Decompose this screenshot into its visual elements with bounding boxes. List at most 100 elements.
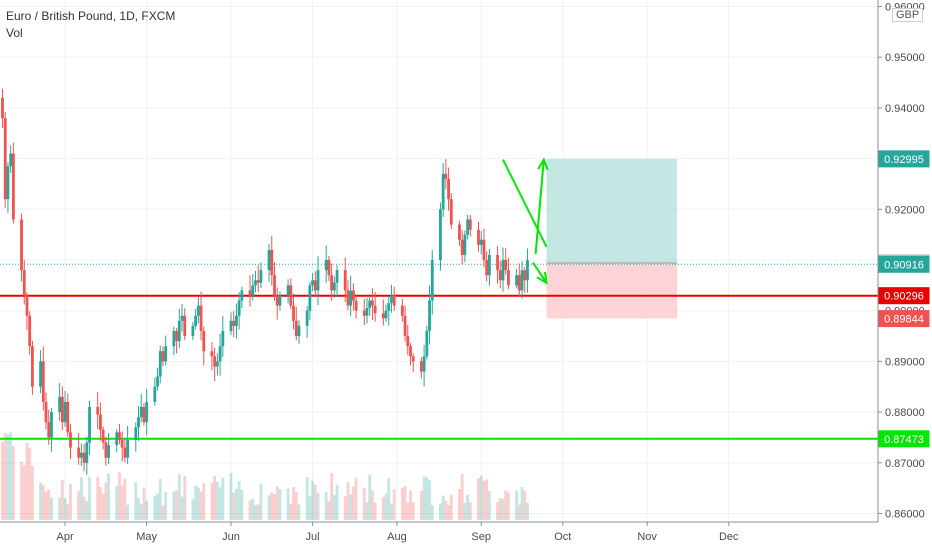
candle-body: [221, 330, 225, 347]
candle-body: [20, 219, 23, 271]
volume-bar: [392, 489, 396, 520]
candle-body: [468, 219, 472, 230]
candle-body: [123, 447, 127, 458]
y-tick-label: 0.87000: [885, 458, 925, 470]
volume-bar: [425, 477, 429, 520]
candle-body: [324, 260, 328, 271]
grid: [0, 0, 878, 522]
volume-bar: [134, 482, 138, 520]
volume-bar: [449, 494, 453, 520]
volume-bar: [256, 504, 260, 520]
price-label: 0.90916: [884, 259, 924, 271]
candle-body: [237, 300, 241, 316]
candle-body: [248, 290, 252, 296]
x-tick-label: Sep: [471, 531, 491, 543]
volume-bar: [101, 493, 105, 520]
candle-body: [515, 275, 518, 286]
volume-bar: [1, 441, 4, 520]
volume-bar: [523, 491, 527, 520]
volume-bar: [520, 487, 524, 520]
time-axis: Apr May Jun Jul Aug Sep Oct Nov Dec: [0, 521, 932, 550]
volume-bar: [82, 496, 86, 520]
volume-bar: [145, 500, 149, 520]
volume-bar: [99, 486, 102, 520]
candle-body: [153, 386, 157, 402]
volume-bar: [354, 477, 358, 520]
candle-body: [142, 407, 146, 423]
candle-body: [308, 285, 312, 311]
candle-body: [289, 285, 293, 306]
volume-bar: [77, 490, 81, 520]
volume-bar: [430, 504, 434, 520]
candle-body: [66, 401, 70, 433]
candle-body: [335, 270, 339, 283]
chart-legend: Euro / British Pound, 1D, FXCM Vol: [6, 8, 175, 42]
y-tick-label: 0.95000: [885, 52, 925, 64]
volume-bar: [411, 502, 415, 520]
volume-indicator-label[interactable]: Vol: [6, 26, 23, 40]
volume-bar: [175, 490, 178, 520]
volume-bar: [139, 504, 143, 520]
candle-body: [175, 330, 178, 342]
volume-bars: [1, 432, 529, 520]
candle-body: [520, 270, 524, 291]
volume-bar: [330, 473, 334, 520]
volume-bar: [273, 494, 276, 520]
candle-body: [419, 361, 423, 372]
price-label: 0.89844: [884, 314, 924, 326]
y-tick-label: 0.89000: [885, 356, 925, 368]
volume-bar: [248, 500, 252, 520]
volume-bar: [278, 489, 282, 520]
volume-bar: [104, 482, 108, 520]
volume-bar: [199, 491, 203, 520]
volume-bar: [286, 488, 290, 520]
volume-bar: [137, 497, 140, 520]
volume-bar: [498, 498, 502, 520]
candle-body: [311, 280, 314, 286]
y-tick-label: 0.86000: [885, 508, 925, 520]
candle-body: [41, 361, 45, 402]
volume-bar: [409, 490, 412, 520]
candle-body: [286, 285, 290, 296]
candle-body: [79, 452, 83, 458]
currency-badge[interactable]: GBP: [892, 8, 924, 22]
volume-bar: [439, 503, 442, 520]
volume-bar: [202, 483, 206, 520]
volume-bar: [96, 476, 100, 520]
candle-body: [403, 315, 407, 337]
volume-bar: [6, 434, 10, 520]
candle-body: [39, 361, 42, 387]
candle-body: [22, 270, 26, 296]
candle-body: [259, 270, 263, 283]
symbol-title[interactable]: Euro / British Pound, 1D, FXCM: [6, 9, 176, 23]
candle-body: [1, 97, 4, 119]
candle-body: [270, 249, 274, 276]
x-tick-label: Apr: [56, 531, 73, 543]
candle-body: [316, 270, 320, 291]
candle-body: [330, 275, 334, 291]
candle-body: [504, 260, 508, 271]
candle-body: [256, 280, 260, 283]
candle-body: [332, 282, 336, 291]
candle-body: [134, 427, 138, 440]
volume-bar: [316, 492, 320, 520]
candle-body: [31, 346, 34, 387]
volume-bar: [164, 492, 168, 520]
candle-body: [44, 401, 48, 423]
x-tick-label: Aug: [387, 531, 407, 543]
volume-bar: [194, 485, 198, 520]
volume-bar: [88, 476, 91, 520]
x-tick-label: Dec: [719, 531, 739, 543]
volume-bar: [313, 484, 317, 520]
candle-body: [365, 308, 369, 316]
volume-bar: [517, 504, 521, 520]
volume-bar: [158, 479, 162, 520]
candle-body: [115, 432, 119, 446]
candle-body: [422, 356, 426, 372]
candle-body: [101, 429, 105, 443]
volume-bar: [20, 461, 23, 520]
volume-bar: [259, 483, 263, 520]
volume-bar: [270, 492, 274, 520]
volume-bar: [292, 487, 295, 520]
